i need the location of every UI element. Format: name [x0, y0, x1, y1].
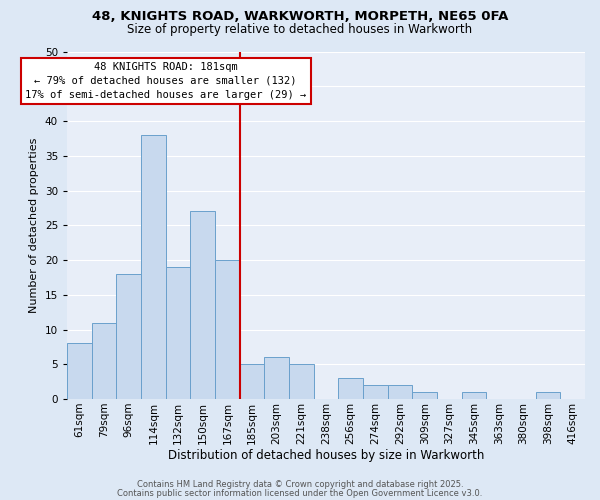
Bar	[116, 274, 141, 399]
Text: Size of property relative to detached houses in Warkworth: Size of property relative to detached ho…	[127, 22, 473, 36]
Bar	[240, 364, 265, 399]
Bar	[141, 135, 166, 399]
Bar	[289, 364, 314, 399]
Bar	[461, 392, 487, 399]
X-axis label: Distribution of detached houses by size in Warkworth: Distribution of detached houses by size …	[168, 450, 484, 462]
Bar	[412, 392, 437, 399]
Text: 48 KNIGHTS ROAD: 181sqm
← 79% of detached houses are smaller (132)
17% of semi-d: 48 KNIGHTS ROAD: 181sqm ← 79% of detache…	[25, 62, 307, 100]
Bar	[215, 260, 240, 399]
Bar	[190, 212, 215, 399]
Text: Contains HM Land Registry data © Crown copyright and database right 2025.: Contains HM Land Registry data © Crown c…	[137, 480, 463, 489]
Bar	[338, 378, 363, 399]
Bar	[388, 385, 412, 399]
Text: 48, KNIGHTS ROAD, WARKWORTH, MORPETH, NE65 0FA: 48, KNIGHTS ROAD, WARKWORTH, MORPETH, NE…	[92, 10, 508, 23]
Bar	[67, 344, 92, 399]
Bar	[166, 267, 190, 399]
Text: Contains public sector information licensed under the Open Government Licence v3: Contains public sector information licen…	[118, 488, 482, 498]
Bar	[92, 322, 116, 399]
Bar	[363, 385, 388, 399]
Bar	[265, 358, 289, 399]
Y-axis label: Number of detached properties: Number of detached properties	[29, 138, 39, 313]
Bar	[536, 392, 560, 399]
